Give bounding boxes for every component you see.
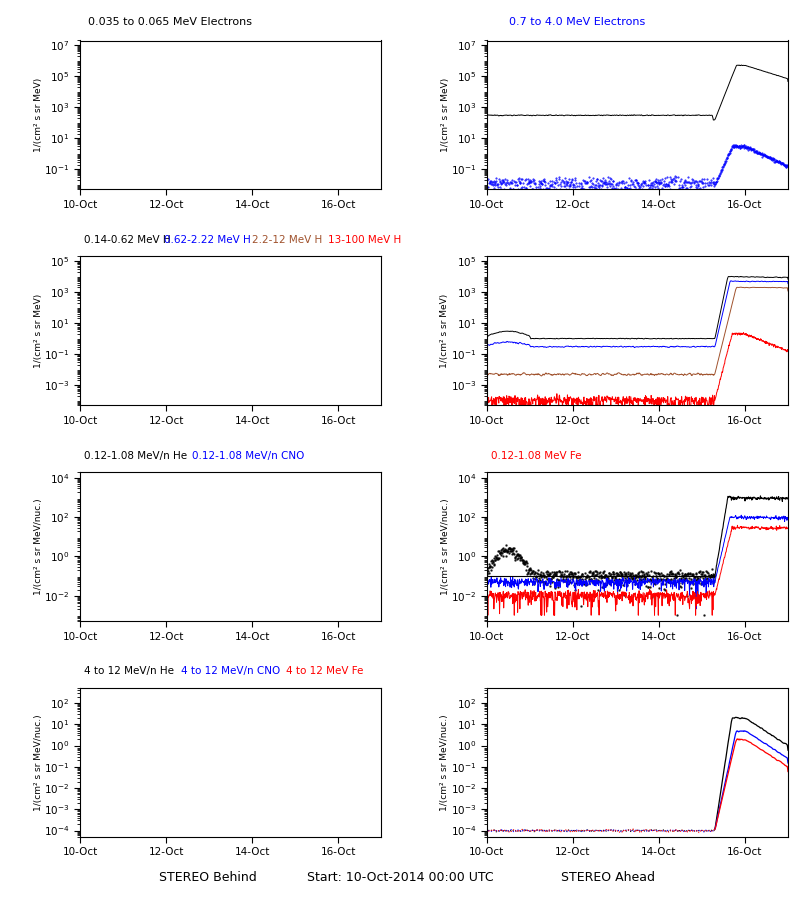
Text: 4 to 12 MeV/n CNO: 4 to 12 MeV/n CNO: [181, 666, 280, 677]
Text: 0.12-1.08 MeV/n CNO: 0.12-1.08 MeV/n CNO: [192, 451, 304, 461]
Text: Start: 10-Oct-2014 00:00 UTC: Start: 10-Oct-2014 00:00 UTC: [306, 871, 494, 884]
Y-axis label: 1/(cm² s sr MeV/nuc.): 1/(cm² s sr MeV/nuc.): [34, 715, 42, 811]
Text: 0.62-2.22 MeV H: 0.62-2.22 MeV H: [164, 235, 250, 245]
Text: 2.2-12 MeV H: 2.2-12 MeV H: [252, 235, 322, 245]
Text: 0.12-1.08 MeV/n He: 0.12-1.08 MeV/n He: [84, 451, 187, 461]
Text: 4 to 12 MeV/n He: 4 to 12 MeV/n He: [84, 666, 174, 677]
Text: STEREO Behind: STEREO Behind: [159, 871, 257, 884]
Y-axis label: 1/(cm² s sr MeV): 1/(cm² s sr MeV): [441, 77, 450, 152]
Text: 0.14-0.62 MeV H: 0.14-0.62 MeV H: [84, 235, 170, 245]
Y-axis label: 1/(cm² s sr MeV/nuc.): 1/(cm² s sr MeV/nuc.): [441, 499, 450, 595]
Text: 0.12-1.08 MeV Fe: 0.12-1.08 MeV Fe: [490, 451, 582, 461]
Text: 0.7 to 4.0 MeV Electrons: 0.7 to 4.0 MeV Electrons: [509, 17, 646, 27]
Y-axis label: 1/(cm² s sr MeV/nuc.): 1/(cm² s sr MeV/nuc.): [34, 499, 43, 595]
Text: STEREO Ahead: STEREO Ahead: [561, 871, 655, 884]
Text: 0.035 to 0.065 MeV Electrons: 0.035 to 0.065 MeV Electrons: [88, 17, 252, 27]
Text: 4 to 12 MeV Fe: 4 to 12 MeV Fe: [286, 666, 364, 677]
Text: 13-100 MeV H: 13-100 MeV H: [328, 235, 402, 245]
Y-axis label: 1/(cm² s sr MeV): 1/(cm² s sr MeV): [34, 77, 43, 152]
Y-axis label: 1/(cm² s sr MeV): 1/(cm² s sr MeV): [441, 293, 450, 368]
Y-axis label: 1/(cm² s sr MeV/nuc.): 1/(cm² s sr MeV/nuc.): [440, 715, 450, 811]
Y-axis label: 1/(cm² s sr MeV): 1/(cm² s sr MeV): [34, 293, 42, 368]
